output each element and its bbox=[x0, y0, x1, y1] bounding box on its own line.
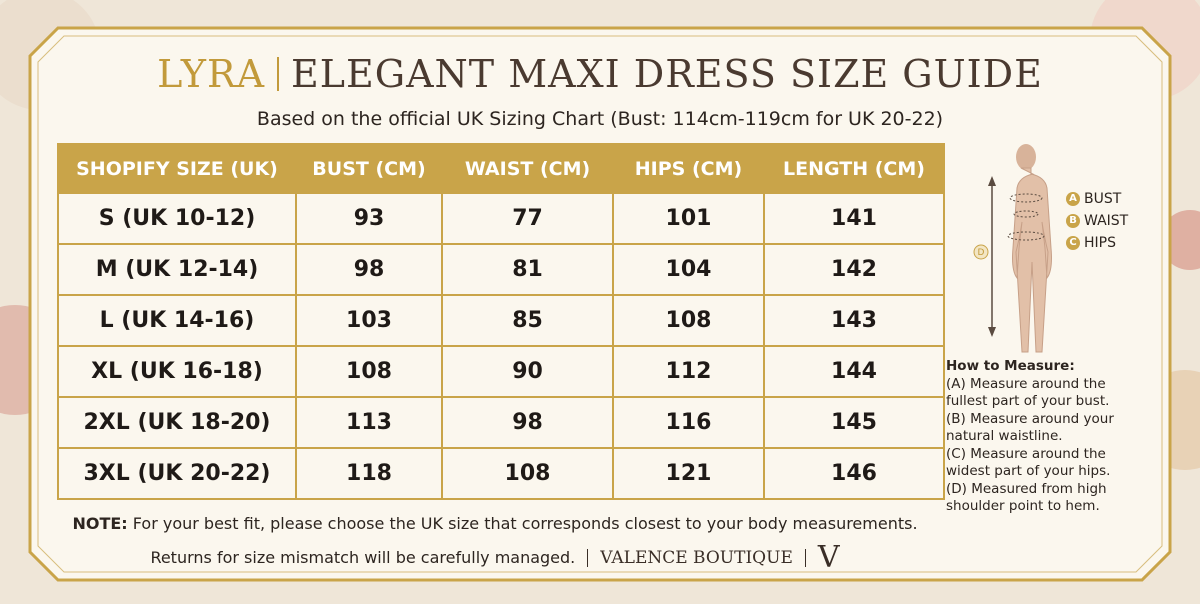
size-cell: 2XL (UK 18-20) bbox=[57, 396, 297, 449]
column-header: WAIST (CM) bbox=[441, 143, 614, 194]
measurement-cell: 144 bbox=[763, 345, 945, 398]
subtitle: Based on the official UK Sizing Chart (B… bbox=[256, 108, 944, 130]
note-text: For your best fit, please choose the UK … bbox=[132, 514, 918, 533]
monogram: V bbox=[817, 540, 840, 575]
separator bbox=[277, 57, 280, 91]
table-row: XL (UK 16-18) 108 90 112 144 bbox=[57, 345, 945, 398]
legend-text: HIPS bbox=[1084, 235, 1116, 251]
size-cell: L (UK 14-16) bbox=[57, 294, 297, 347]
card-inner-border bbox=[37, 35, 1163, 573]
measurement-cell: 108 bbox=[441, 447, 614, 500]
measurement-cell: 145 bbox=[763, 396, 945, 449]
column-header: SHOPIFY SIZE (UK) bbox=[57, 143, 297, 194]
table-body: S (UK 10-12) 93 77 101 141 M (UK 12-14) 98 81 10… bbox=[57, 192, 945, 500]
legend-letter: C bbox=[1066, 236, 1080, 250]
measurement-cell: 143 bbox=[763, 294, 945, 347]
note-label: NOTE: bbox=[72, 514, 128, 533]
hips-line bbox=[1007, 231, 1045, 241]
figure-head bbox=[1016, 144, 1036, 170]
legend-letter: B bbox=[1066, 214, 1080, 228]
separator bbox=[804, 548, 806, 567]
measurement-cell: 104 bbox=[612, 243, 765, 296]
measurement-cell: 77 bbox=[441, 192, 614, 245]
boutique-name: VALENCE BOUTIQUE bbox=[600, 547, 793, 568]
size-table: SHOPIFY SIZE (UK) BUST (CM) WAIST (CM) HIPS… bbox=[57, 143, 945, 500]
measurement-cell: 98 bbox=[295, 243, 443, 296]
returns-text: Returns for size mismatch will be carefu… bbox=[150, 548, 576, 567]
note: NOTE: For your best fit, please choose t… bbox=[0, 514, 990, 533]
legend-text: BUST bbox=[1084, 191, 1122, 207]
arrow-head bbox=[988, 327, 996, 337]
measurement-cell: 101 bbox=[612, 192, 765, 245]
size-cell: XL (UK 16-18) bbox=[57, 345, 297, 398]
column-header: BUST (CM) bbox=[295, 143, 443, 194]
table-row: 2XL (UK 18-20) 113 98 116 145 bbox=[57, 396, 945, 449]
header-row: SHOPIFY SIZE (UK) BUST (CM) WAIST (CM) HIPS… bbox=[57, 143, 945, 194]
waist-line bbox=[1013, 210, 1039, 218]
measurement-cell: 141 bbox=[763, 192, 945, 245]
measurement-cell: 103 bbox=[295, 294, 443, 347]
measurement-cell: 85 bbox=[441, 294, 614, 347]
measurement-cell: 146 bbox=[763, 447, 945, 500]
legend-item: B WAIST bbox=[1066, 210, 1128, 232]
measurement-cell: 90 bbox=[441, 345, 614, 398]
how-to-item: (C) Measure around the widest part of yo… bbox=[946, 445, 1111, 480]
footer: Returns for size mismatch will be carefu… bbox=[0, 540, 990, 575]
measurement-cell: 93 bbox=[295, 192, 443, 245]
title-text: ELEGANT MAXI DRESS SIZE GUIDE bbox=[291, 52, 1043, 96]
separator bbox=[587, 548, 589, 567]
table-row: L (UK 14-16) 103 85 108 143 bbox=[57, 294, 945, 347]
how-to-item: (B) Measure around your natural waistlin… bbox=[946, 410, 1114, 445]
arrow-head bbox=[988, 176, 996, 186]
measurement-cell: 112 bbox=[612, 345, 765, 398]
table-row: M (UK 12-14) 98 81 104 142 bbox=[57, 243, 945, 296]
table-row: 3XL (UK 20-22) 118 108 121 146 bbox=[57, 447, 945, 500]
brand: LYRA bbox=[157, 52, 266, 96]
marker-circle bbox=[973, 244, 989, 260]
table-row: S (UK 10-12) 93 77 101 141 bbox=[57, 192, 945, 245]
column-header: HIPS (CM) bbox=[612, 143, 765, 194]
legend: A BUST B WAIST C HIPS bbox=[1066, 188, 1128, 254]
title: LYRA ELEGANT MAXI DRESS SIZE GUIDE bbox=[0, 52, 1200, 96]
measurement-cell: 98 bbox=[441, 396, 614, 449]
legend-text: WAIST bbox=[1084, 213, 1129, 229]
measurement-cell: 81 bbox=[441, 243, 614, 296]
size-cell: 3XL (UK 20-22) bbox=[57, 447, 297, 500]
measurement-cell: 113 bbox=[295, 396, 443, 449]
measurement-cell: 108 bbox=[295, 345, 443, 398]
measurement-cell: 118 bbox=[295, 447, 443, 500]
figure-body bbox=[1012, 167, 1052, 353]
legend-item: C HIPS bbox=[1066, 232, 1128, 254]
length-marker: D bbox=[978, 248, 985, 258]
legend-letter: A bbox=[1066, 192, 1080, 206]
how-to-title: How to Measure: bbox=[946, 358, 1075, 374]
bust-line bbox=[1009, 193, 1043, 203]
legend-item: A BUST bbox=[1066, 188, 1128, 210]
measurement-cell: 116 bbox=[612, 396, 765, 449]
measurement-cell: 142 bbox=[763, 243, 945, 296]
size-cell: M (UK 12-14) bbox=[57, 243, 297, 296]
how-to-measure: How to Measure: (A) Measure around the fu… bbox=[946, 358, 1126, 516]
size-cell: S (UK 10-12) bbox=[57, 192, 297, 245]
how-to-item: (D) Measured from high shoulder point to… bbox=[946, 480, 1107, 515]
how-to-item: (A) Measure around the fullest part of y… bbox=[946, 375, 1110, 410]
column-header: LENGTH (CM) bbox=[763, 143, 945, 194]
measurement-cell: 121 bbox=[612, 447, 765, 500]
measurement-cell: 108 bbox=[612, 294, 765, 347]
